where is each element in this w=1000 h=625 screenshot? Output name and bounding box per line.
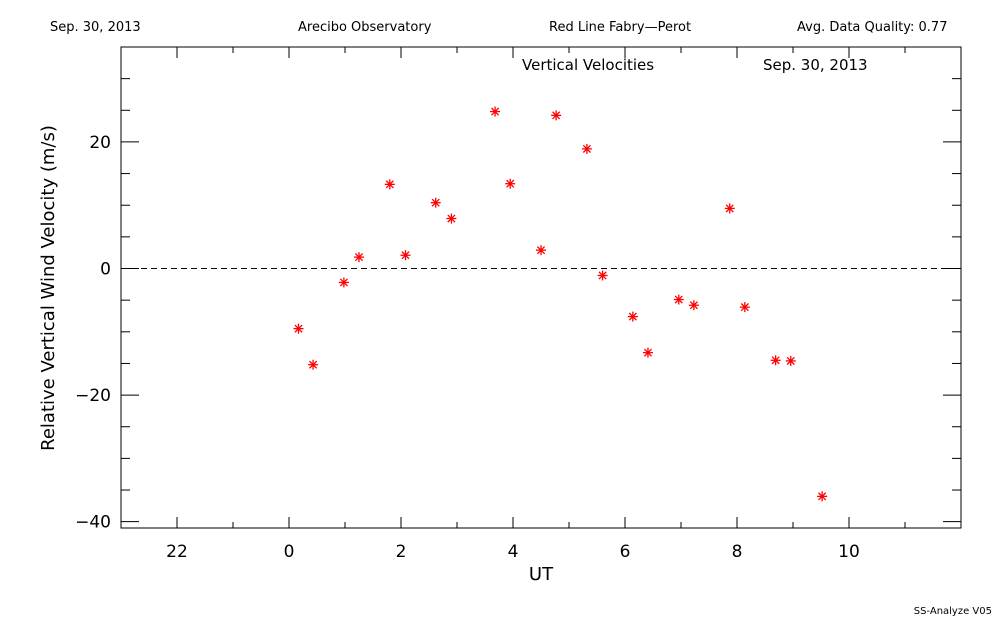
x-tick-label: 22	[166, 542, 188, 562]
y-tick-labels: −40 −20 0 20	[75, 133, 111, 533]
data-point	[627, 311, 638, 322]
data-point	[724, 203, 735, 214]
data-point	[581, 143, 592, 154]
data-point	[293, 323, 304, 334]
chart-subtitle: Sep. 30, 2013	[763, 56, 868, 74]
x-tick-label: 0	[284, 542, 295, 562]
data-point	[430, 197, 441, 208]
data-point	[785, 355, 796, 366]
x-tick-labels: 22 0 2 4 6 8 10	[166, 542, 860, 562]
header-site: Arecibo Observatory	[298, 20, 432, 35]
data-point	[536, 245, 546, 256]
x-tick-label: 6	[620, 542, 631, 562]
data-point	[338, 277, 349, 288]
footer-software: SS-Analyze V05	[914, 606, 992, 617]
y-tick-label: 20	[89, 133, 111, 153]
data-point	[642, 347, 653, 358]
data-point	[673, 294, 684, 305]
data-point	[384, 179, 395, 190]
y-tick-label: 0	[100, 260, 111, 280]
data-point	[308, 359, 319, 370]
plot-frame	[120, 46, 962, 529]
data-point	[817, 491, 828, 502]
data-point	[400, 250, 411, 261]
data-point	[505, 178, 516, 189]
chart-title: Vertical Velocities	[522, 56, 654, 74]
data-point	[354, 252, 364, 263]
data-point	[597, 270, 608, 281]
x-tick-label: 4	[508, 542, 519, 562]
data-point	[490, 106, 501, 117]
y-axis-title: Relative Vertical Wind Velocity (m/s)	[38, 125, 59, 451]
data-point	[739, 302, 750, 313]
x-tick-label: 10	[838, 542, 860, 562]
data-point	[688, 300, 699, 311]
x-axis-title: UT	[529, 564, 554, 585]
header-date: Sep. 30, 2013	[50, 20, 141, 35]
y-tick-label: −40	[75, 513, 111, 533]
axis-ticks	[120, 46, 962, 528]
data-points	[293, 106, 828, 502]
data-point	[551, 110, 562, 121]
data-point	[770, 355, 781, 366]
header-instrument: Red Line Fabry—Perot	[549, 20, 691, 35]
x-tick-label: 8	[732, 542, 743, 562]
data-point	[446, 213, 457, 224]
x-tick-label: 2	[396, 542, 407, 562]
header-quality: Avg. Data Quality: 0.77	[797, 20, 947, 35]
y-tick-label: −20	[75, 386, 111, 406]
